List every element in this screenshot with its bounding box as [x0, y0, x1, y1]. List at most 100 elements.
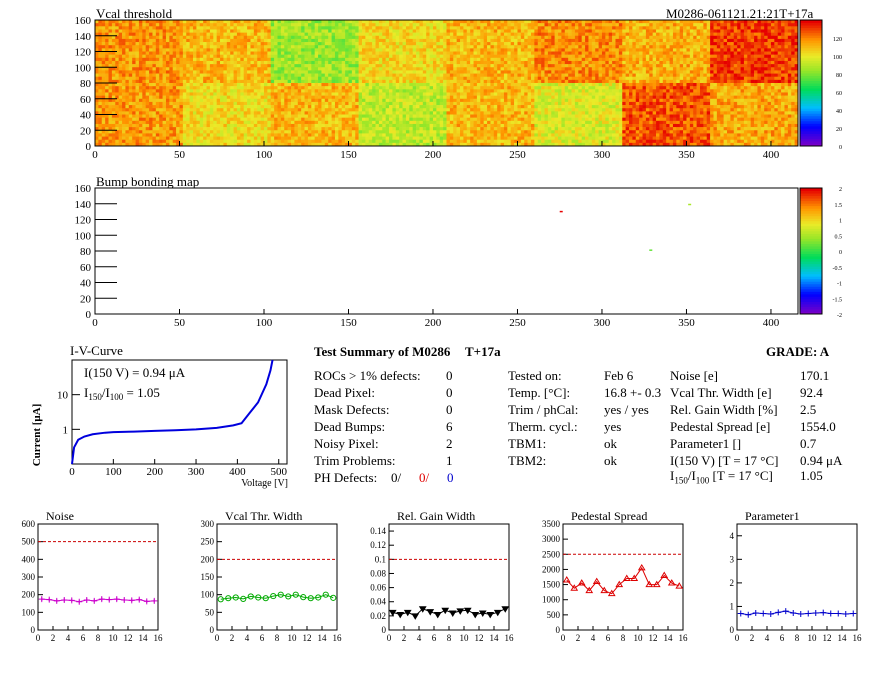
roc-chart-xtick: 0 [735, 633, 740, 643]
summary-value: 170.1 [800, 368, 829, 384]
vcal-ytick: 20 [80, 125, 92, 137]
roc-chart-ytick: 0.08 [370, 568, 386, 578]
iv-xtick: 400 [229, 466, 246, 478]
vcal-ytick: 160 [75, 15, 92, 27]
roc-chart-ytick: 1500 [542, 580, 561, 590]
summary-label: Vcal Thr. Width [e] [670, 385, 772, 401]
roc-chart-ytick: 0 [556, 625, 561, 635]
ph-defects-value-2: 0/ [419, 470, 429, 486]
roc-chart-xtick: 14 [139, 633, 149, 643]
summary-value: 0 [446, 368, 453, 384]
roc-chart-ytick: 3 [730, 554, 735, 564]
summary-label: Therm. cycl.: [508, 419, 578, 435]
roc-chart-ytick: 100 [201, 590, 215, 600]
bump-xtick: 300 [594, 317, 611, 329]
summary-label: ROCs > 1% defects: [314, 368, 421, 384]
roc-chart-xtick: 4 [245, 633, 250, 643]
summary-label: Mask Defects: [314, 402, 389, 418]
bump-ztick: 2 [839, 187, 842, 193]
summary-label: Rel. Gain Width [%] [670, 402, 778, 418]
roc-chart-xtick: 2 [51, 633, 56, 643]
roc-chart-xtick: 6 [432, 633, 437, 643]
roc-chart-xtick: 16 [679, 633, 689, 643]
bump-ytick: 160 [75, 183, 92, 195]
roc-chart-xtick: 8 [96, 633, 101, 643]
vcal-ztick: 60 [836, 91, 842, 97]
roc-chart-ytick: 300 [22, 572, 36, 582]
vcal-ytick: 100 [75, 62, 92, 74]
vcal-ytick: 0 [86, 141, 92, 153]
vcal-ztick: 0 [839, 145, 842, 151]
vcal-ytick: 80 [80, 78, 92, 90]
vcal-ztick: 100 [833, 55, 842, 61]
summary-tag: T+17a [465, 344, 501, 360]
roc-chart-ytick: 0.1 [375, 554, 386, 564]
iv-annotation-current: I(150 V) = 0.94 μA [84, 365, 186, 380]
roc-chart-xtick: 0 [561, 633, 566, 643]
summary-value: yes [604, 419, 621, 435]
roc-chart-ytick: 0.02 [370, 611, 386, 621]
vcal-ytick: 120 [75, 47, 92, 59]
bump-ztick: 0.5 [835, 234, 843, 240]
roc-chart-title: Noise [46, 509, 74, 523]
roc-chart-ytick: 500 [547, 610, 561, 620]
bump-ztick: 1.5 [835, 203, 843, 209]
roc-chart-ytick: 250 [201, 537, 215, 547]
vcal-xtick: 250 [509, 149, 526, 161]
roc-chart-ytick: 150 [201, 572, 215, 582]
vcal-ytick: 60 [80, 94, 92, 106]
bump-ztick: 0 [839, 250, 842, 256]
iv-xtick: 500 [270, 466, 287, 478]
roc-chart-xtick: 16 [505, 633, 515, 643]
bump-ytick: 100 [75, 230, 92, 242]
roc-chart-xtick: 8 [275, 633, 280, 643]
vcal-ztick: 80 [836, 73, 842, 79]
bump-xtick: 350 [678, 317, 695, 329]
iv-ylabel: Current [μA] [31, 404, 43, 467]
summary-value: Feb 6 [604, 368, 633, 384]
roc-chart-xtick: 12 [475, 633, 484, 643]
summary-label: I(150 V) [T = 17 °C] [670, 453, 778, 469]
bump-xtick: 200 [425, 317, 442, 329]
roc-chart-ytick: 0.04 [370, 597, 386, 607]
summary-label: Dead Bumps: [314, 419, 385, 435]
roc-chart-xtick: 10 [288, 633, 298, 643]
roc-chart-ytick: 4 [730, 531, 735, 541]
roc-chart-ytick: 50 [205, 607, 215, 617]
roc-chart-xtick: 16 [154, 633, 164, 643]
iv-ytick: 10 [57, 390, 69, 402]
iv-ytick: 1 [63, 424, 69, 436]
roc-chart-xtick: 12 [823, 633, 832, 643]
bump-ztick: -1 [837, 282, 842, 288]
bump-xtick: 0 [92, 317, 98, 329]
roc-chart-xtick: 14 [318, 633, 328, 643]
summary-value: 0 [446, 385, 453, 401]
roc-chart-xtick: 12 [649, 633, 658, 643]
roc-chart-ytick: 0 [31, 625, 36, 635]
roc-chart-xtick: 8 [447, 633, 452, 643]
roc-chart-xtick: 10 [808, 633, 818, 643]
roc-chart-xtick: 0 [387, 633, 392, 643]
summary-title: Test Summary of M0286 [314, 344, 450, 360]
summary-value: 0 [446, 402, 453, 418]
roc-chart-xtick: 16 [333, 633, 343, 643]
roc-chart-xtick: 6 [81, 633, 86, 643]
summary-label: Temp. [°C]: [508, 385, 570, 401]
roc-chart-ytick: 1000 [542, 595, 561, 605]
roc-chart-xtick: 2 [750, 633, 755, 643]
roc-chart-ytick: 3500 [542, 519, 561, 529]
summary-label: Noise [e] [670, 368, 718, 384]
roc-chart-xtick: 10 [460, 633, 470, 643]
roc-chart-ytick: 0 [382, 625, 387, 635]
summary-value: 16.8 +- 0.3 [604, 385, 661, 401]
iv-xtick: 300 [188, 466, 205, 478]
summary-label: TBM1: [508, 436, 546, 452]
vcal-xtick: 200 [425, 149, 442, 161]
roc-chart-xtick: 2 [230, 633, 235, 643]
roc-chart-xtick: 14 [838, 633, 848, 643]
vcal-xtick: 350 [678, 149, 695, 161]
roc-chart-ytick: 0 [730, 625, 735, 635]
